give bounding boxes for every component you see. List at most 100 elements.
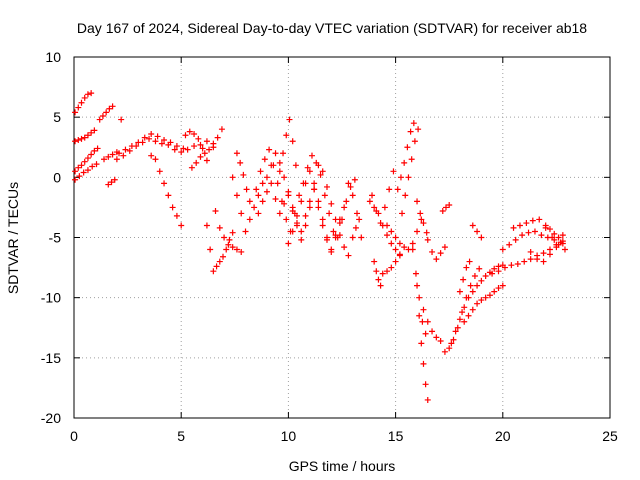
data-point [489,270,496,277]
data-point [542,222,549,229]
series-arc-d7 [349,216,363,241]
data-point [326,210,333,217]
data-point [152,138,159,145]
data-point [263,188,270,195]
data-point [246,198,253,205]
data-point [456,288,463,295]
data-point [401,244,408,251]
data-point [238,248,245,255]
data-point [276,210,283,217]
data-point [76,173,83,180]
data-point [323,183,330,190]
series-arc-b2 [116,131,187,157]
data-point [105,153,112,160]
data-point [281,200,288,207]
data-point [328,246,335,253]
data-point [319,222,326,229]
data-point [184,146,191,153]
data-point [193,159,200,166]
y-tick-label: 5 [53,109,61,125]
series-arc-a1 [72,90,95,116]
data-point [141,134,148,141]
series-arc-f4 [414,282,431,403]
series-arc-a4 [72,161,100,183]
data-point [381,204,388,211]
data-point [414,198,421,205]
data-point [274,180,281,187]
data-point [439,208,446,215]
series-arc-c3 [229,174,266,235]
data-point [409,240,416,247]
data-point [229,229,236,236]
data-point [482,294,489,301]
data-point [296,192,303,199]
data-point [366,198,373,205]
x-axis-label: GPS time / hours [289,458,396,474]
data-point [75,137,82,144]
data-point [373,268,380,275]
data-point [216,224,223,231]
data-point [450,336,457,343]
data-point [126,147,133,154]
data-point [289,204,296,211]
data-point [375,276,382,283]
data-point [474,282,481,289]
series-arc-f7 [424,236,448,263]
data-point [408,156,415,163]
data-point [285,240,292,247]
data-point [197,153,204,160]
data-point [214,134,221,141]
data-point [101,156,108,163]
data-point [285,188,292,195]
data-point [549,234,556,241]
data-point [508,262,515,269]
data-point [255,192,262,199]
data-point [199,145,206,152]
data-point [336,216,343,223]
data-point [259,180,266,187]
data-point [525,229,532,236]
series-arc-h1 [489,240,566,277]
data-point [463,264,470,271]
series-arc-c4 [233,150,253,205]
data-point [122,146,129,153]
y-tick-label: -15 [41,350,61,366]
data-point [128,143,135,150]
y-axis-label: SDTVAR / TECUs [5,182,21,294]
data-point [529,217,536,224]
data-point [354,210,361,217]
data-point [229,244,236,251]
data-point [298,228,305,235]
data-point [161,137,168,144]
data-point [379,270,386,277]
data-point [534,256,541,263]
data-point [308,152,315,159]
data-point [349,192,356,199]
data-point [384,268,391,275]
data-point [99,112,106,119]
data-point [233,246,240,253]
chart-title: Day 167 of 2024, Sidereal Day-to-day VTE… [77,20,587,36]
data-point [452,328,459,335]
data-point [466,258,473,265]
data-point [238,210,245,217]
data-point [154,133,161,140]
data-point [323,236,330,243]
series-arc-f8 [439,202,453,215]
data-point [424,236,431,243]
data-point [422,330,429,337]
data-point [419,318,426,325]
data-point [454,324,461,331]
data-point [311,186,318,193]
data-point [109,103,116,110]
series-arc-f5 [420,306,444,344]
data-point [527,248,534,255]
data-point [465,294,472,301]
data-point [377,220,384,227]
series-arc-g4 [456,258,473,295]
data-point [501,264,508,271]
data-point [109,151,116,158]
x-tick-label: 25 [602,428,618,444]
data-point [304,164,311,171]
